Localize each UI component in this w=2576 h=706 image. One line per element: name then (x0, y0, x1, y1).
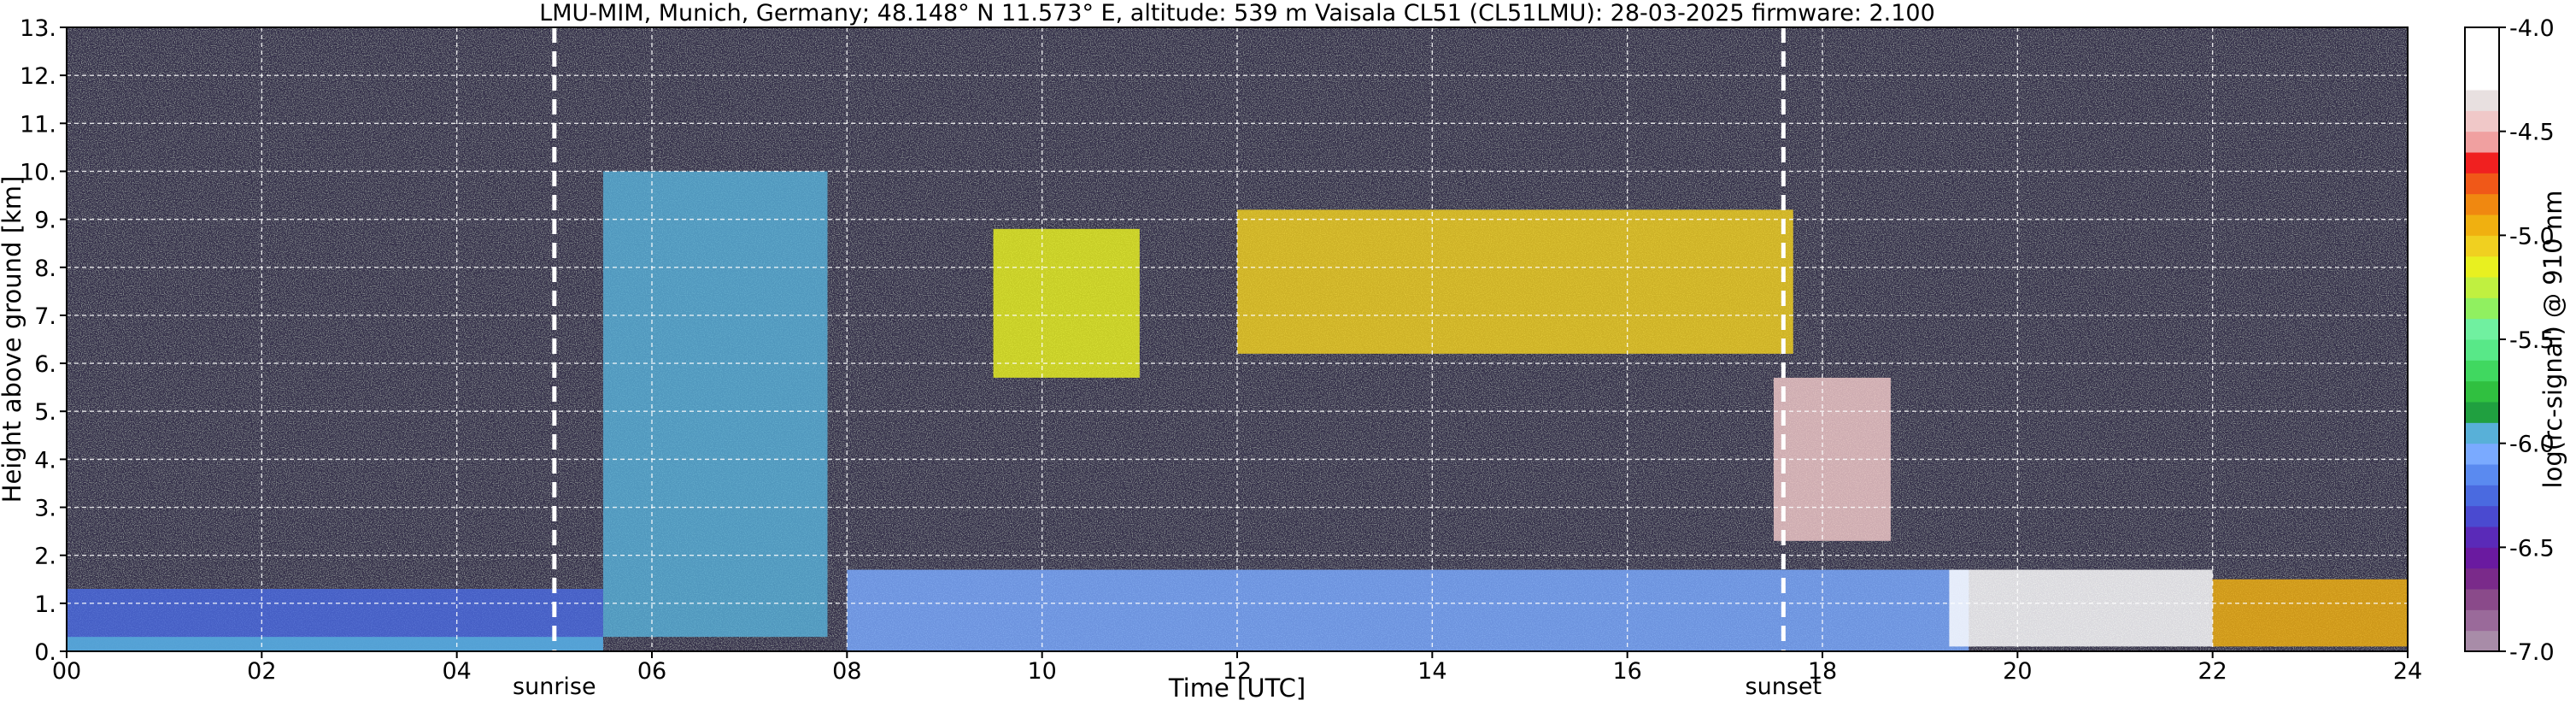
low-cloud (2212, 579, 2408, 647)
x-tick-label: 20 (2003, 658, 2032, 685)
colorbar-segment (2465, 110, 2499, 132)
colorbar-segment (2465, 48, 2499, 70)
y-tick-label: 4. (34, 447, 56, 474)
colorbar-segment (2465, 380, 2499, 403)
colorbar-segment (2465, 527, 2499, 548)
y-axis: 0. 1. 2. 3. 4. 5. 6. 7. 8. 9. 10. 11. 12. 13. (20, 15, 67, 666)
y-tick-label: 13. (20, 15, 56, 42)
colorbar-label: log(rc-signal) @ 910 nm (2538, 191, 2567, 489)
plot-area (67, 27, 2408, 651)
y-tick-label: 7. (34, 303, 56, 330)
x-tick-label: 12 (1223, 658, 1252, 685)
event-lines (552, 27, 1786, 651)
colorbar-segment (2465, 464, 2499, 485)
y-tick-label: 12. (20, 63, 56, 90)
chart-title: LMU-MIM, Munich, Germany; 48.148° N 11.5… (539, 0, 1935, 26)
y-tick-label: 6. (34, 351, 56, 378)
colorbar-segment (2465, 68, 2499, 91)
colorbar-segment (2465, 152, 2499, 174)
feature-layer (67, 171, 2408, 651)
colorbar-segment (2465, 277, 2499, 298)
colorbar-segment (2465, 443, 2499, 465)
x-tick-label: 14 (1417, 658, 1446, 685)
x-axis-label: Time [UTC] (1168, 674, 1306, 703)
y-tick-label: 0. (34, 639, 56, 666)
sunset-label: sunset (1746, 674, 1822, 700)
colorbar-segment (2465, 547, 2499, 569)
colorbar-segment (2465, 505, 2499, 527)
colorbar-segment (2465, 360, 2499, 382)
colorbar-segment (2465, 90, 2499, 111)
x-tick-label: 02 (247, 658, 276, 685)
colorbar-tick-label: -4.0 (2509, 15, 2555, 42)
colorbar-segment (2465, 215, 2499, 236)
colorbar-segment (2465, 609, 2499, 632)
colorbar-segment (2465, 173, 2499, 195)
event-labels: sunrise sunset (513, 674, 1822, 700)
y-tick-label: 5. (34, 399, 56, 426)
colorbar-segment (2465, 256, 2499, 278)
x-tick-label: 10 (1027, 658, 1056, 685)
colorbar-segment (2465, 568, 2499, 590)
colorbar-tick-label: -6.0 (2509, 432, 2555, 458)
colorbar-tick-label: -5.0 (2509, 223, 2555, 250)
x-tick-label: 16 (1612, 658, 1641, 685)
colorbar-segment (2465, 589, 2499, 610)
colorbar-segment (2465, 630, 2499, 652)
colorbar-segment (2465, 318, 2499, 340)
y-tick-label: 3. (34, 496, 56, 522)
colorbar-segment (2465, 402, 2499, 423)
grid (67, 27, 2408, 651)
y-tick-label: 1. (34, 591, 56, 618)
surface-layer (67, 637, 603, 651)
x-tick-label: 22 (2198, 658, 2227, 685)
colorbar-segment (2465, 235, 2499, 257)
colorbar-segment (2465, 339, 2499, 361)
sunrise-label: sunrise (513, 674, 596, 700)
precipitation-fall-streak (602, 171, 828, 638)
colorbar-segment (2465, 131, 2499, 153)
x-tick-label: 06 (637, 658, 666, 685)
x-tick-label: 08 (832, 658, 861, 685)
cirrus (1237, 209, 1793, 354)
y-tick-label: 2. (34, 544, 56, 570)
colorbar-segment (2465, 193, 2499, 215)
y-tick-label: 11. (20, 111, 56, 138)
colorbar-tick-label: -6.5 (2509, 535, 2555, 562)
colorbar-segment (2465, 27, 2499, 49)
x-tick-label: 24 (2393, 658, 2422, 685)
y-tick-label: 10. (20, 159, 56, 185)
colorbar-segment (2465, 485, 2499, 507)
y-tick-label: 8. (34, 256, 56, 282)
colorbar: -4.0 -4.5 -5.0 -5.5 -6.0 -6.5 -7.0 (2464, 15, 2555, 666)
x-tick-label: 04 (442, 658, 471, 685)
x-tick-label: 00 (52, 658, 81, 685)
x-axis: 00 02 04 06 08 10 12 14 16 18 20 22 24 (52, 651, 2422, 685)
colorbar-tick-label: -7.0 (2509, 639, 2555, 666)
x-tick-label: 18 (1808, 658, 1837, 685)
cirrus (993, 228, 1140, 378)
y-tick-label: 9. (34, 208, 56, 234)
boundary-layer (847, 569, 1969, 651)
colorbar-segment (2465, 297, 2499, 320)
low-cloud (1949, 569, 2213, 647)
colorbar-tick-label: -5.5 (2509, 327, 2555, 354)
colorbar-segment (2465, 422, 2499, 444)
y-axis-label: Height above ground [km] (0, 176, 26, 503)
colorbar-tick-label: -4.5 (2509, 120, 2555, 146)
